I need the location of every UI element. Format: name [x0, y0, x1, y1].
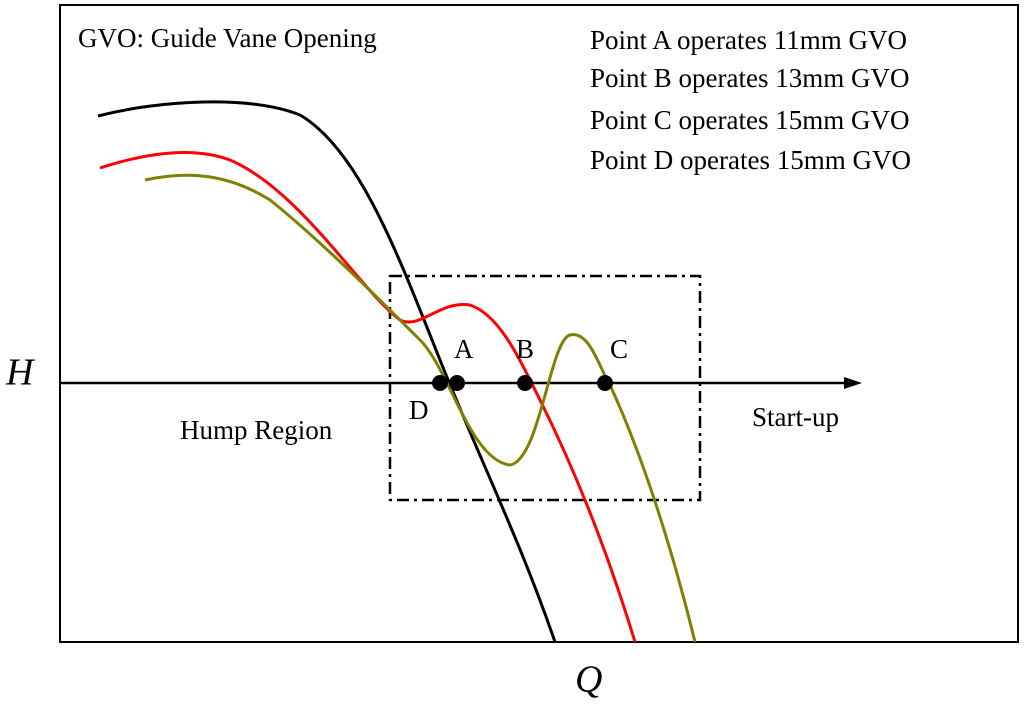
- point-b: [517, 375, 533, 391]
- point-d: [432, 375, 448, 391]
- arrow-head: [844, 377, 862, 389]
- curve-11mm: [97, 100, 557, 643]
- region-label: Hump Region: [180, 415, 333, 445]
- note: GVO: Guide Vane Opening: [78, 23, 377, 53]
- point-label: A: [454, 334, 474, 364]
- point-label: C: [610, 334, 628, 364]
- legend-line: Point D operates 15mm GVO: [590, 145, 911, 175]
- point-label: D: [409, 395, 429, 425]
- legend-line: Point A operates 11mm GVO: [590, 25, 907, 55]
- point-a: [449, 375, 465, 391]
- curve-13mm: [99, 151, 637, 643]
- frame: [59, 4, 1019, 643]
- legend-line: Point C operates 15mm GVO: [590, 105, 909, 135]
- curve-15mm: [144, 173, 697, 643]
- point-c: [597, 375, 613, 391]
- legend-line: Point B operates 13mm GVO: [590, 63, 909, 93]
- y-axis-label: H: [5, 352, 36, 394]
- x-axis-label: Q: [575, 659, 602, 701]
- arrow-label: Start-up: [752, 402, 839, 432]
- hump-box: [388, 274, 702, 502]
- point-label: B: [516, 334, 534, 364]
